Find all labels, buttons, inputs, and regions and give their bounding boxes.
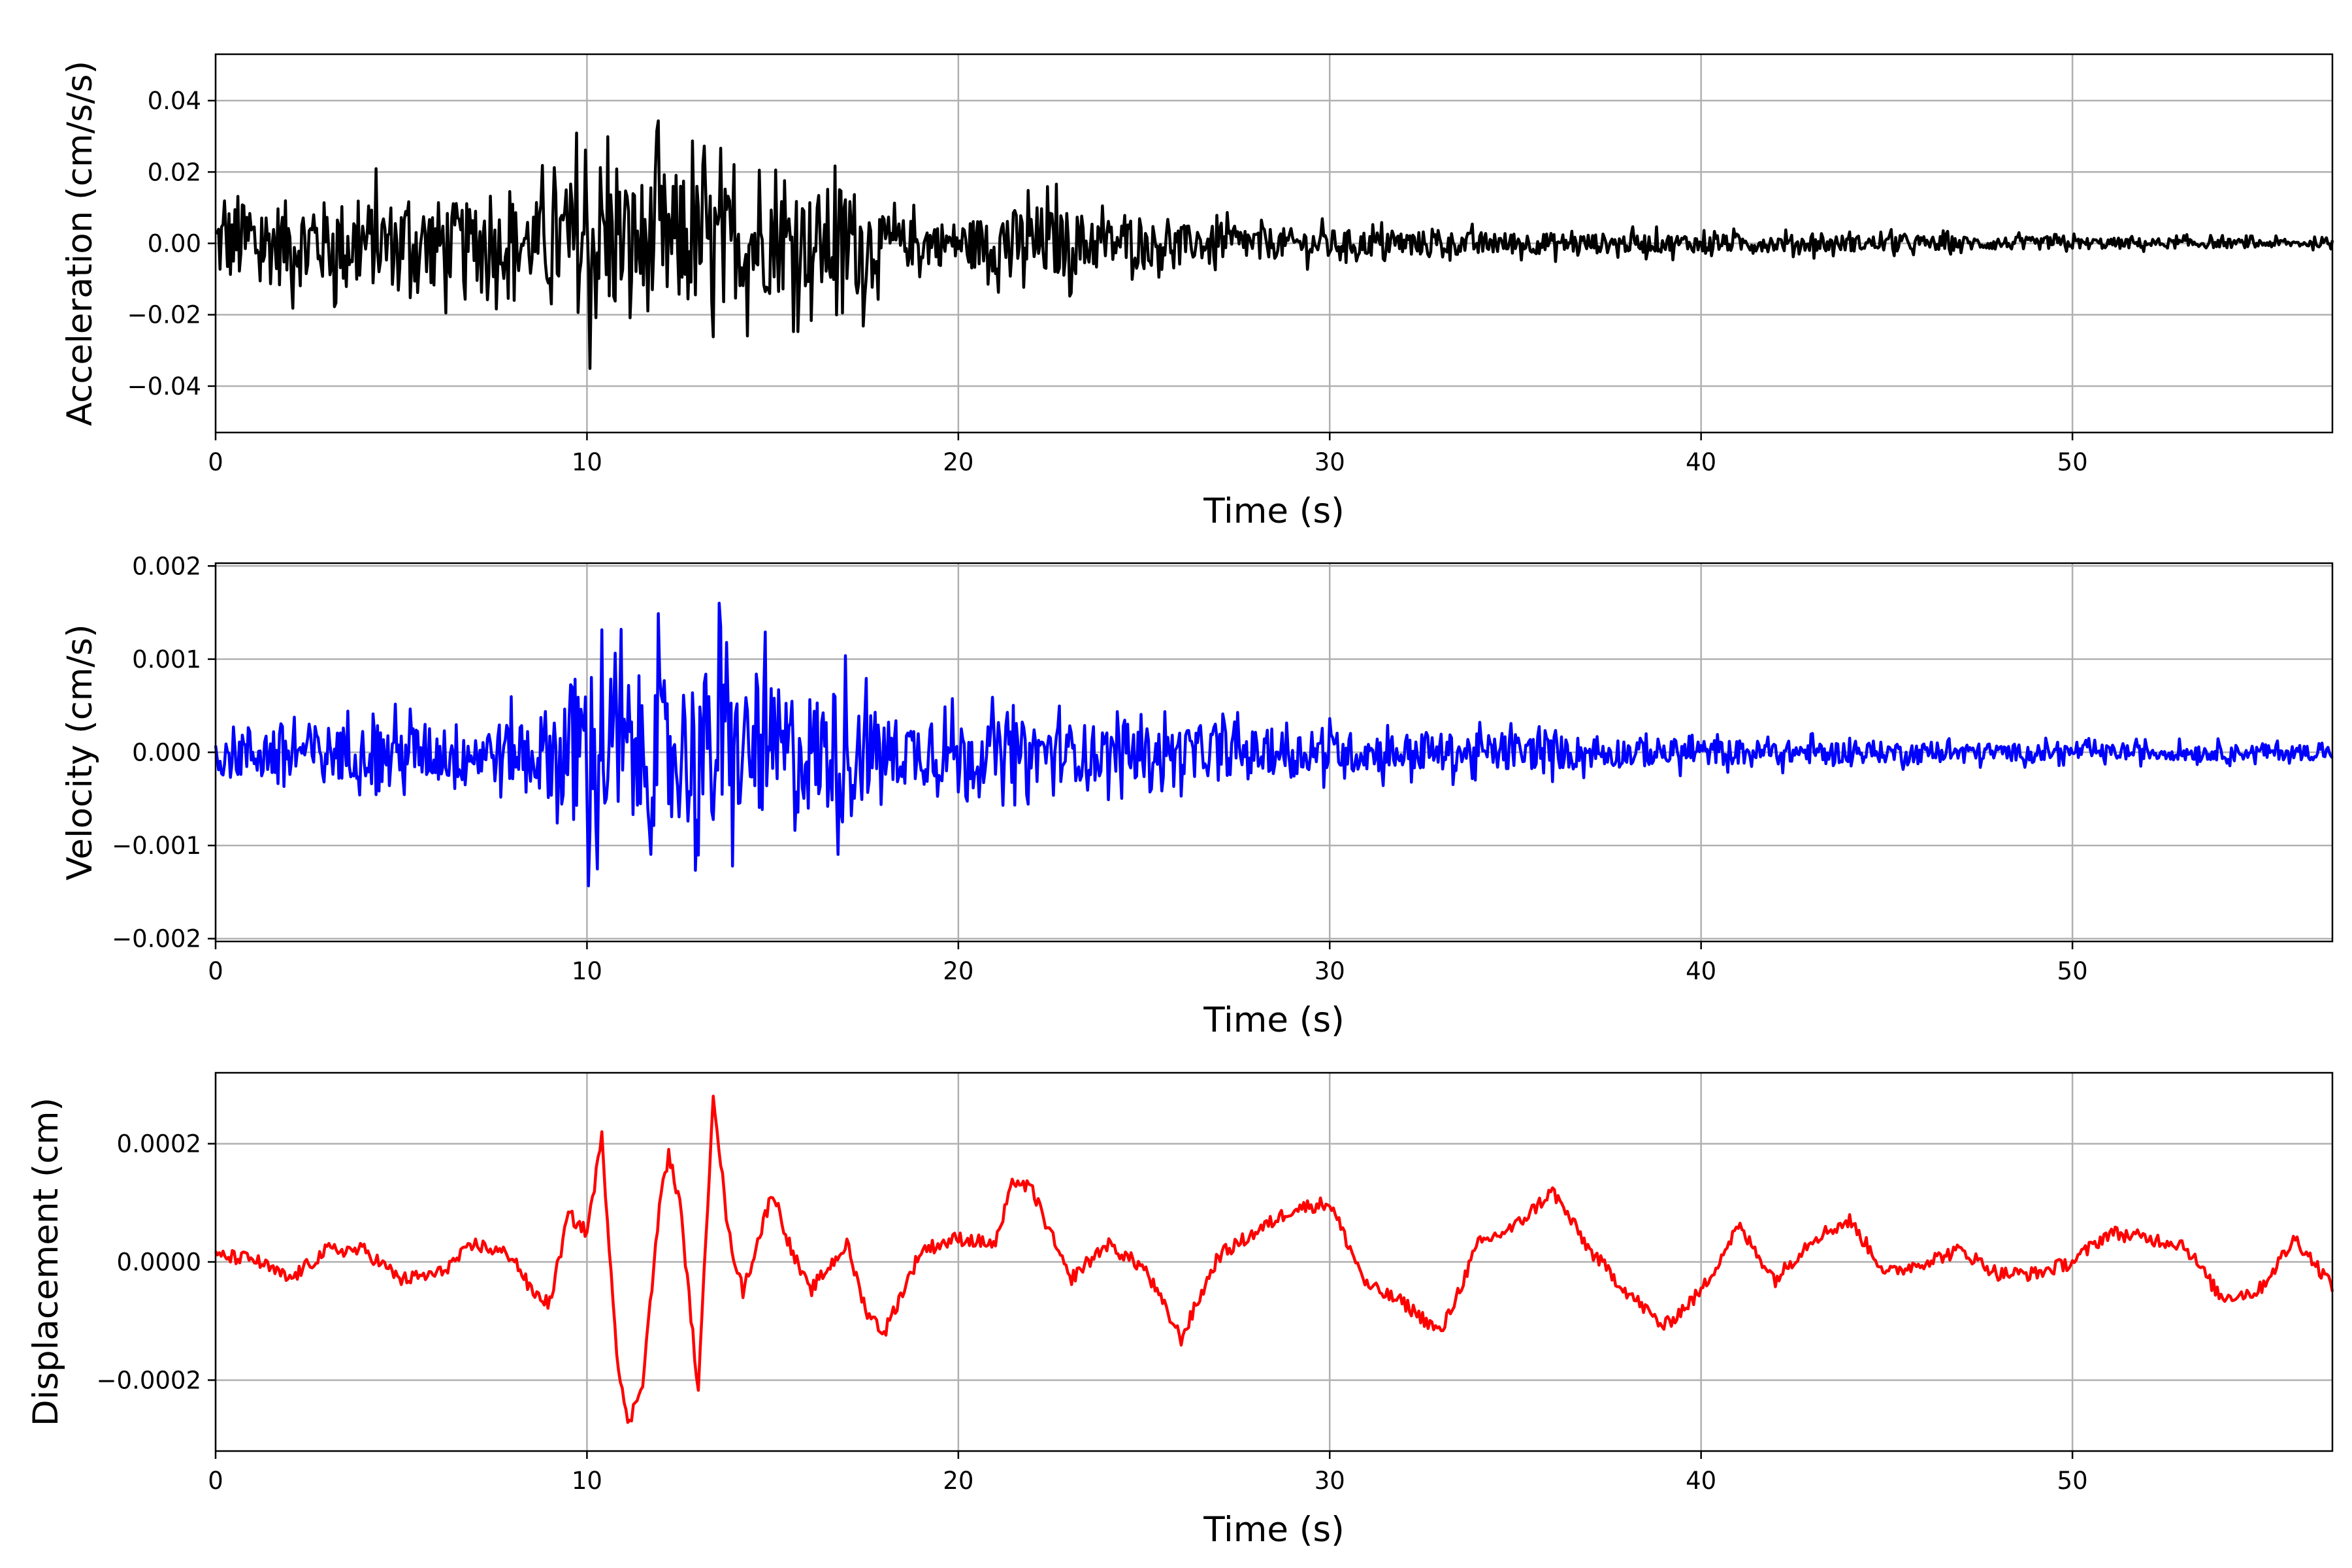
velocity-y-tick-label-4: 0.002 (132, 552, 201, 580)
acceleration-x-tick-label-50: 50 (2057, 448, 2088, 476)
velocity-x-tick-label-10: 10 (572, 957, 602, 985)
acceleration-y-tick-label-0: −0.04 (127, 372, 201, 400)
panel-velocity: 0 10 20 30 40 50 −0.002−0.0010.0000.0010.002 … (60, 552, 2334, 1040)
acceleration-x-tick-label-30: 30 (1315, 448, 1345, 476)
velocity-y-axis-label: Velocity (cm/s) (60, 624, 100, 880)
acceleration-y-tick-label-4: 0.04 (148, 87, 201, 115)
displacement-y-tick-label-2: 0.0002 (117, 1130, 201, 1158)
velocity-x-tick-label-20: 20 (943, 957, 973, 985)
velocity-y-tick-label-2: 0.000 (132, 739, 201, 767)
acceleration-x-axis-label: Time (s) (1203, 491, 1345, 531)
acceleration-x-tick-label-20: 20 (943, 448, 973, 476)
acceleration-y-tick-label-2: 0.00 (148, 230, 201, 258)
velocity-x-tick-label-40: 40 (1686, 957, 1716, 985)
displacement-x-tick-label-20: 20 (943, 1467, 973, 1495)
velocity-x-tick-label-0: 0 (208, 957, 223, 985)
displacement-x-tick-label-10: 10 (572, 1467, 602, 1495)
velocity-x-tick-label-50: 50 (2057, 957, 2088, 985)
velocity-y-tick-label-1: −0.001 (112, 832, 201, 860)
displacement-x-axis-label: Time (s) (1203, 1510, 1345, 1550)
panel-displacement: 0 10 20 30 40 50 −0.0002 0.0000 0.0002 Time (s)… (26, 1071, 2334, 1550)
displacement-series-line (214, 1094, 2334, 1424)
acceleration-y-tick-label-1: −0.02 (127, 301, 201, 329)
displacement-x-tick-label-40: 40 (1686, 1467, 1716, 1495)
acceleration-x-tick-label-10: 10 (572, 448, 602, 476)
velocity-y-tick-label-3: 0.001 (132, 645, 201, 674)
displacement-y-tick-label-0: −0.0002 (97, 1366, 201, 1394)
displacement-grid (214, 1073, 2332, 1451)
acceleration-y-tick-label-3: 0.02 (148, 158, 201, 186)
panel-acceleration: 0 10 20 30 40 50 −0.04 −0.02 0.00 0.02 0.04 Time … (60, 53, 2334, 531)
velocity-x-axis-label: Time (s) (1203, 1000, 1345, 1040)
acceleration-x-ticks: 0 10 20 30 40 50 (208, 433, 2088, 476)
acceleration-x-tick-label-0: 0 (208, 448, 223, 476)
displacement-x-tick-label-0: 0 (208, 1467, 223, 1495)
displacement-x-tick-label-30: 30 (1315, 1467, 1345, 1495)
acceleration-series-line (214, 119, 2334, 370)
velocity-y-tick-label-0: −0.002 (112, 925, 201, 953)
displacement-y-tick-label-1: 0.0000 (117, 1249, 201, 1277)
displacement-y-ticks: −0.0002 0.0000 0.0002 (97, 1130, 216, 1394)
velocity-y-ticks: −0.002 −0.001 0.000 0.001 0.002 (112, 552, 216, 953)
displacement-x-tick-label-50: 50 (2057, 1467, 2088, 1495)
displacement-x-ticks: 0 10 20 30 40 50 (208, 1451, 2088, 1495)
acceleration-y-ticks: −0.04 −0.02 0.00 0.02 0.04 (127, 87, 216, 400)
acceleration-y-axis-label: Acceleration (cm/s/s) (60, 61, 100, 426)
velocity-x-tick-label-30: 30 (1315, 957, 1345, 985)
velocity-series-line (214, 602, 2334, 888)
displacement-y-axis-label: Displacement (cm) (26, 1098, 66, 1426)
velocity-x-ticks: 0 10 20 30 40 50 (208, 941, 2088, 985)
acceleration-x-tick-label-40: 40 (1686, 448, 1716, 476)
